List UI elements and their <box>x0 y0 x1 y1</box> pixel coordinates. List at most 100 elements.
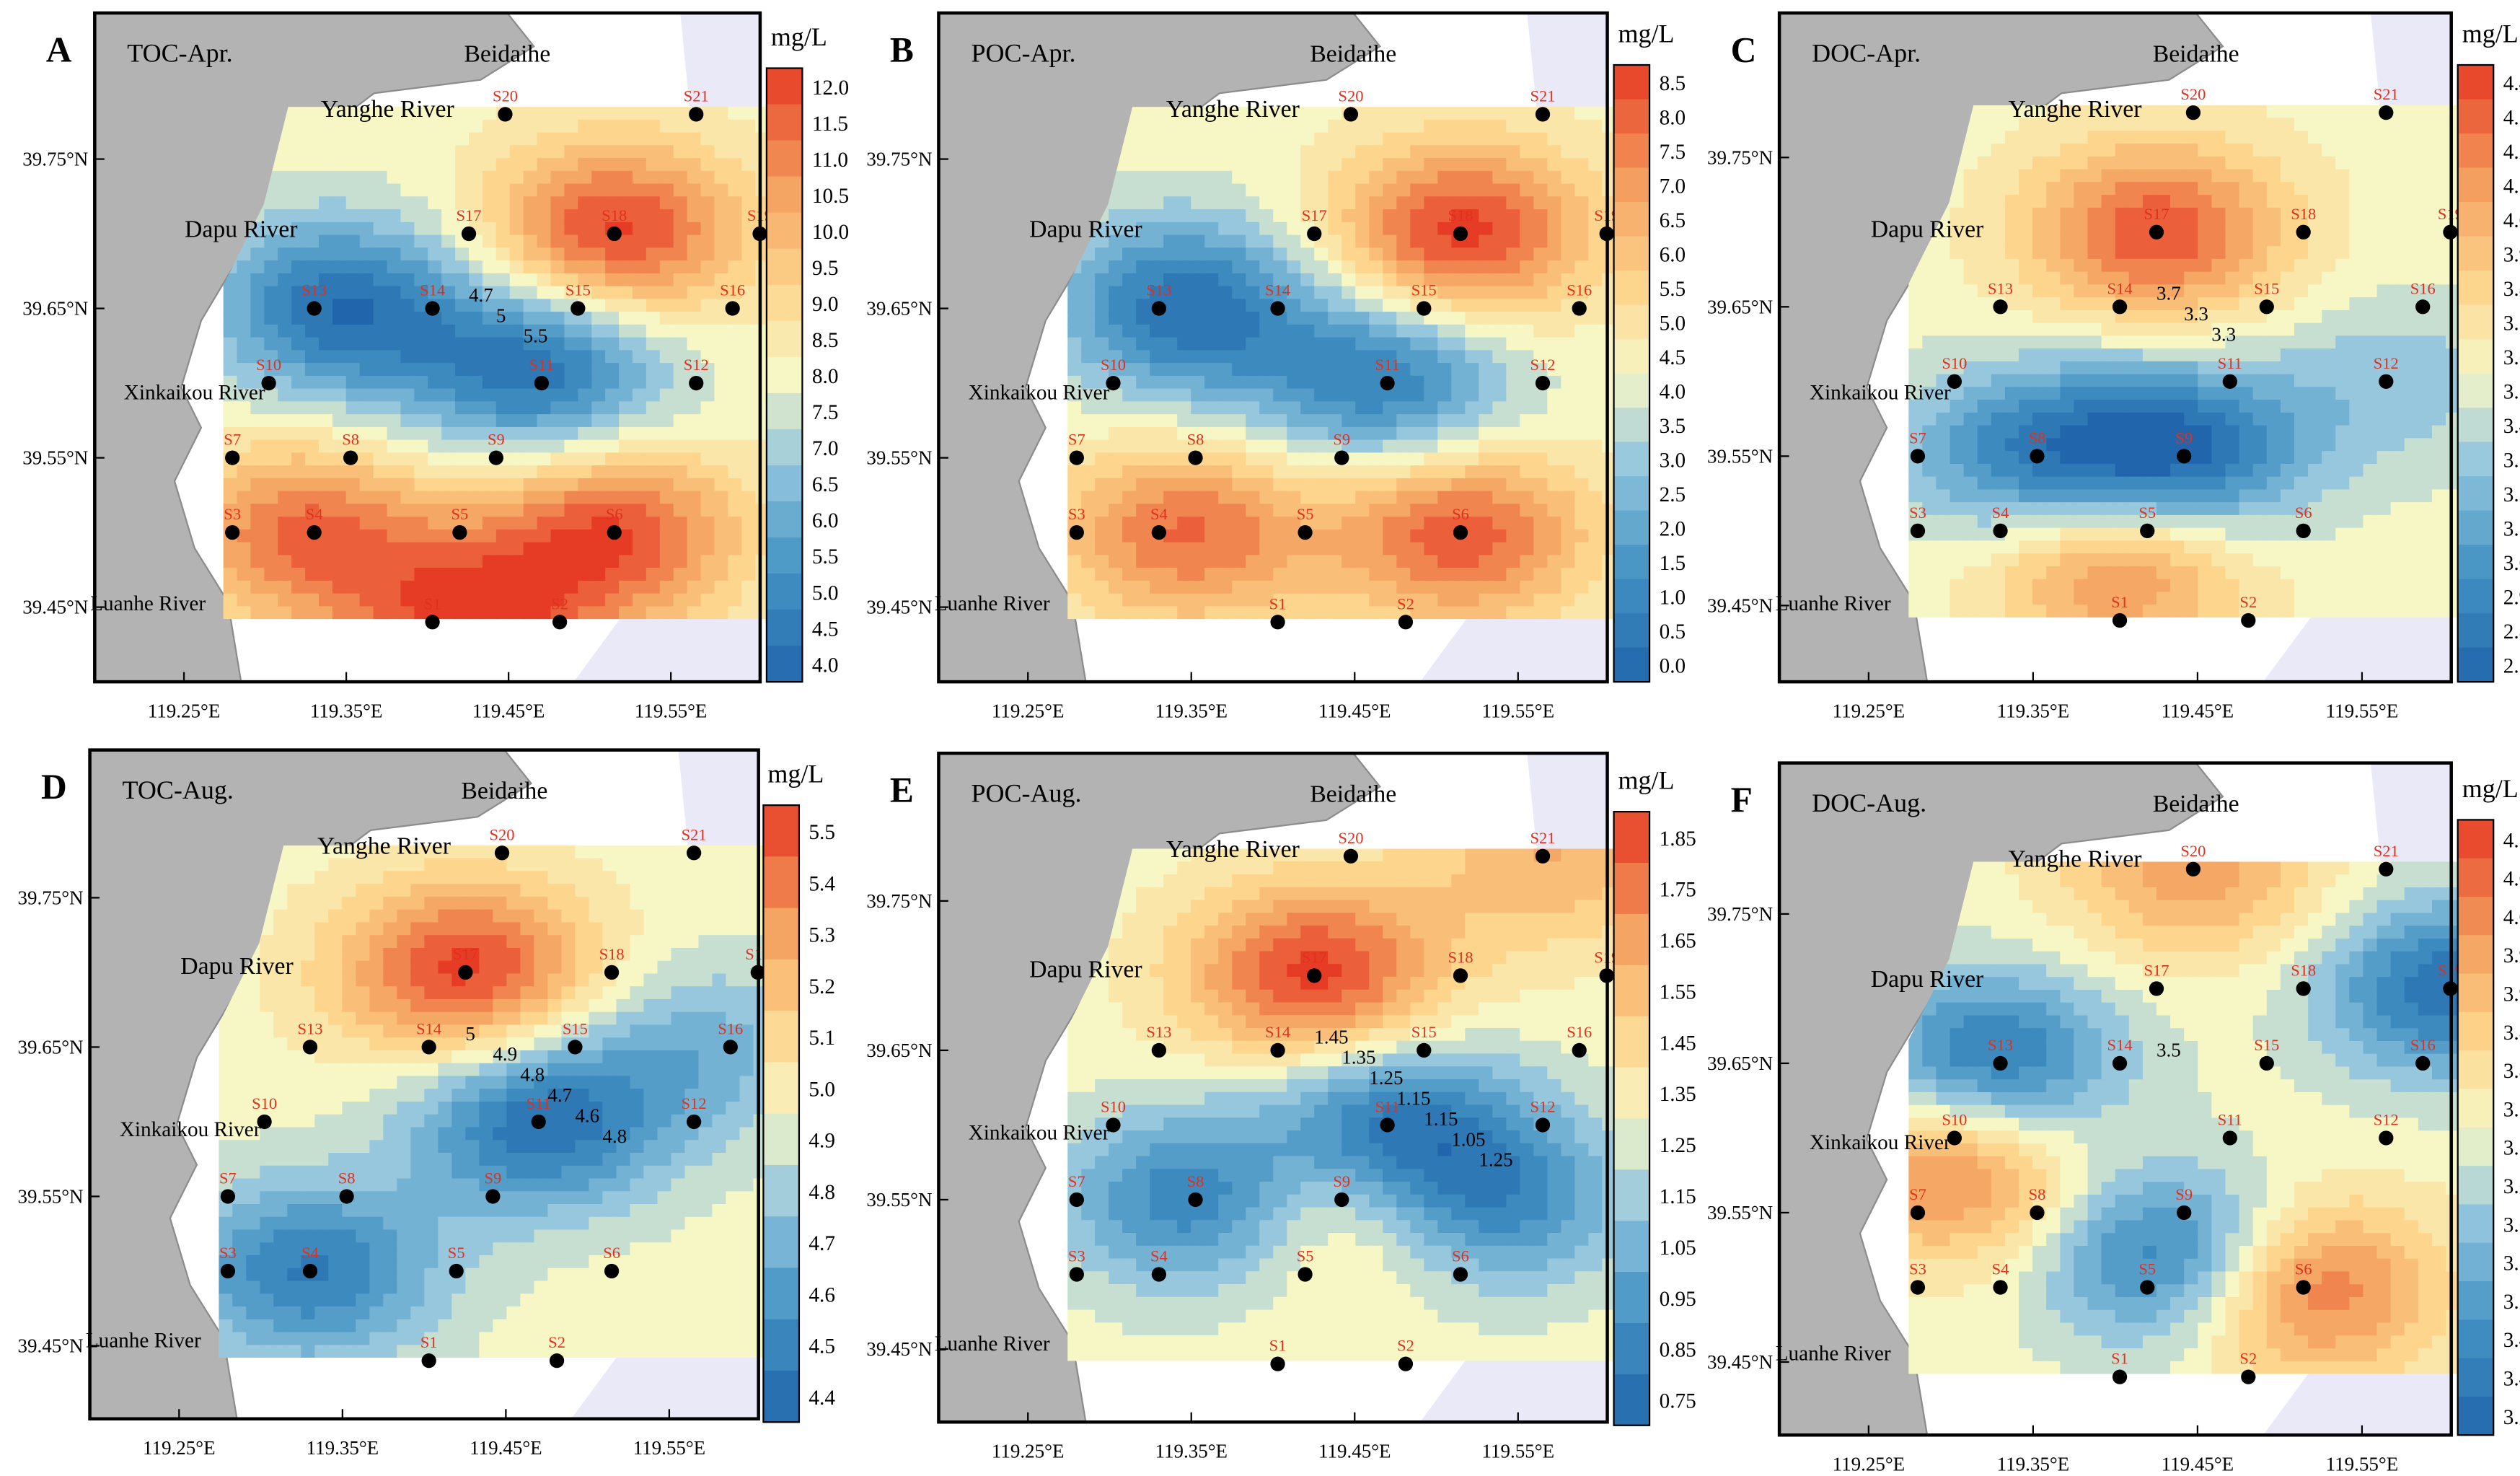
field-cell <box>741 401 756 415</box>
field-cell <box>441 312 456 325</box>
station-marker[interactable] <box>452 525 467 540</box>
field-cell <box>1964 195 1978 208</box>
station-marker[interactable] <box>425 615 439 629</box>
field-cell <box>224 594 238 607</box>
field-cell <box>646 504 661 517</box>
field-cell <box>1547 196 1561 210</box>
field-cell <box>2405 208 2419 221</box>
field-cell <box>701 260 715 274</box>
field-cell <box>1109 427 1123 441</box>
field-cell <box>469 440 483 454</box>
field-cell <box>1095 581 1109 594</box>
station-marker[interactable] <box>1398 615 1413 629</box>
station-marker[interactable] <box>1270 301 1285 315</box>
field-cell <box>1259 530 1274 543</box>
field-cell <box>1908 489 1923 503</box>
field-cell <box>537 222 552 236</box>
field-cell <box>1177 145 1191 159</box>
field-cell <box>1232 427 1246 441</box>
station-marker[interactable] <box>343 450 358 465</box>
station-marker[interactable] <box>1344 107 1358 121</box>
x-tick-label: 119.55°E <box>635 700 708 722</box>
field-cell <box>2418 170 2433 183</box>
station-marker[interactable] <box>1380 376 1394 390</box>
station-marker[interactable] <box>607 525 622 540</box>
field-cell <box>2253 221 2268 234</box>
field-cell <box>1287 260 1301 274</box>
field-cell <box>2349 528 2363 542</box>
station-marker[interactable] <box>462 227 476 241</box>
station-marker[interactable] <box>1334 450 1349 465</box>
station-marker[interactable] <box>225 525 239 540</box>
field-cell <box>2115 553 2130 567</box>
field-cell <box>1465 440 1479 454</box>
field-cell <box>1314 491 1329 505</box>
station-marker[interactable] <box>307 301 322 315</box>
station-marker[interactable] <box>1270 615 1285 629</box>
station-marker[interactable] <box>1307 227 1321 241</box>
field-cell <box>1410 555 1424 568</box>
field-cell <box>496 568 511 581</box>
station-marker[interactable] <box>1298 525 1312 540</box>
field-cell <box>1437 452 1452 466</box>
field-cell <box>2267 195 2281 208</box>
station-marker[interactable] <box>1536 376 1550 390</box>
station-marker[interactable] <box>1188 450 1202 465</box>
station-marker[interactable] <box>689 376 703 390</box>
field-cell <box>524 504 538 517</box>
field-cell <box>250 247 265 261</box>
field-cell <box>701 504 715 517</box>
field-cell <box>305 325 320 338</box>
field-cell <box>1341 299 1356 312</box>
station-marker[interactable] <box>307 525 322 540</box>
field-cell <box>551 299 565 312</box>
field-cell <box>1383 465 1397 479</box>
field-cell <box>2432 438 2446 452</box>
field-cell <box>524 171 538 185</box>
station-marker[interactable] <box>1536 107 1550 121</box>
field-cell <box>1561 478 1575 492</box>
field-cell <box>1561 196 1575 210</box>
field-cell <box>1177 491 1191 505</box>
station-marker[interactable] <box>1070 525 1084 540</box>
station-marker[interactable] <box>1453 525 1468 540</box>
station-marker[interactable] <box>1070 450 1084 465</box>
station-marker[interactable] <box>726 301 740 315</box>
field-cell <box>1341 209 1356 223</box>
field-cell <box>2225 464 2239 478</box>
field-cell <box>2184 233 2198 247</box>
field-cell <box>2087 451 2102 465</box>
field-cell <box>1341 542 1356 556</box>
station-marker[interactable] <box>570 301 585 315</box>
field-cell <box>1150 401 1164 415</box>
field-cell <box>414 427 428 441</box>
station-marker[interactable] <box>607 227 622 241</box>
field-cell <box>1383 594 1397 607</box>
station-marker[interactable] <box>534 376 549 390</box>
station-marker[interactable] <box>1453 227 1468 241</box>
field-cell <box>2349 579 2363 593</box>
station-marker[interactable] <box>489 450 503 465</box>
field-cell <box>1369 427 1383 441</box>
field-cell <box>1451 594 1466 607</box>
station-marker[interactable] <box>1417 301 1431 315</box>
station-marker[interactable] <box>425 301 439 315</box>
field-cell <box>2046 477 2061 491</box>
station-marker[interactable] <box>552 615 567 629</box>
field-cell <box>1437 555 1452 568</box>
field-cell <box>1506 350 1520 364</box>
field-cell <box>2129 477 2144 491</box>
field-cell <box>1991 233 2006 247</box>
field-cell <box>1122 440 1137 454</box>
station-marker[interactable] <box>1572 301 1587 315</box>
field-cell <box>2335 489 2350 503</box>
station-marker[interactable] <box>498 107 512 121</box>
station-marker[interactable] <box>1152 301 1166 315</box>
station-marker[interactable] <box>689 107 703 121</box>
field-cell <box>728 158 742 172</box>
station-marker[interactable] <box>225 450 239 465</box>
field-cell <box>387 184 402 198</box>
field-cell <box>2418 105 2433 119</box>
field-cell <box>1191 158 1205 172</box>
station-marker[interactable] <box>1152 525 1166 540</box>
